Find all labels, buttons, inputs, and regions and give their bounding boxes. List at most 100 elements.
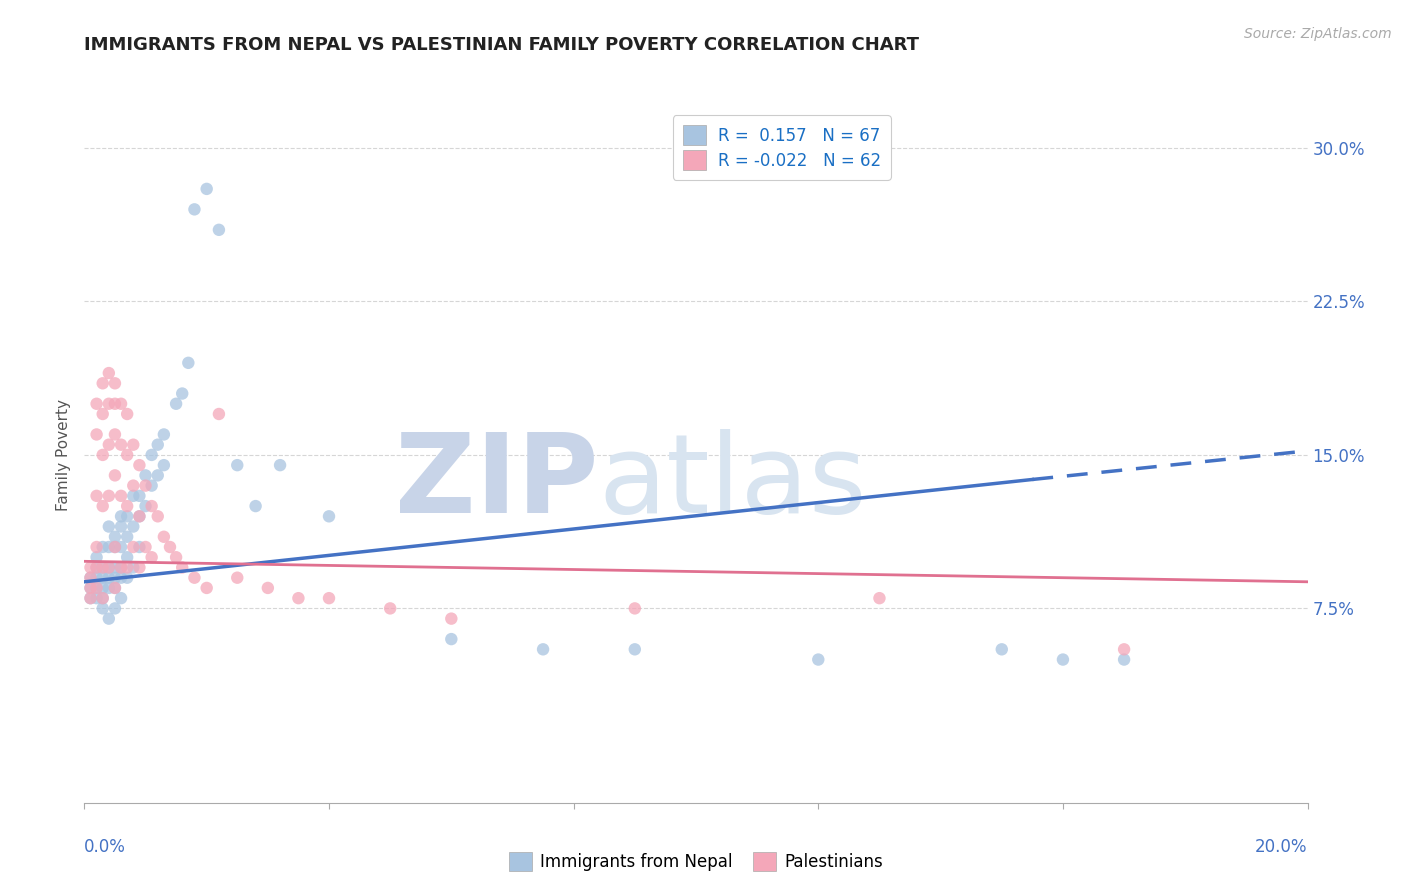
Point: [97, 612, 120, 626]
Point: [97, 540, 120, 554]
Point: [226, 571, 249, 585]
Point: [172, 560, 194, 574]
Point: [86, 560, 108, 574]
Point: [79, 591, 101, 606]
Point: [257, 581, 280, 595]
Point: [208, 407, 231, 421]
Point: [380, 601, 402, 615]
Point: [135, 468, 157, 483]
Point: [91, 601, 114, 615]
Point: [97, 438, 120, 452]
Point: [104, 427, 127, 442]
Text: 0.0%: 0.0%: [84, 838, 127, 856]
Point: [177, 356, 200, 370]
Point: [104, 530, 127, 544]
Point: [440, 632, 463, 646]
Point: [128, 509, 150, 524]
Point: [79, 571, 101, 585]
Point: [135, 499, 157, 513]
Point: [79, 560, 101, 574]
Point: [110, 397, 132, 411]
Point: [122, 540, 145, 554]
Point: [115, 550, 138, 565]
Text: Source: ZipAtlas.com: Source: ZipAtlas.com: [1244, 27, 1392, 41]
Point: [141, 550, 163, 565]
Point: [172, 386, 194, 401]
Point: [128, 458, 150, 472]
Point: [97, 560, 120, 574]
Text: IMMIGRANTS FROM NEPAL VS PALESTINIAN FAMILY POVERTY CORRELATION CHART: IMMIGRANTS FROM NEPAL VS PALESTINIAN FAM…: [84, 36, 920, 54]
Point: [79, 591, 101, 606]
Point: [318, 591, 340, 606]
Point: [440, 612, 463, 626]
Point: [97, 560, 120, 574]
Point: [91, 581, 114, 595]
Point: [110, 560, 132, 574]
Point: [104, 581, 127, 595]
Point: [128, 560, 150, 574]
Point: [91, 448, 114, 462]
Point: [104, 376, 127, 391]
Point: [104, 560, 127, 574]
Point: [226, 458, 249, 472]
Point: [91, 499, 114, 513]
Point: [79, 581, 101, 595]
Point: [183, 202, 205, 217]
Point: [195, 182, 218, 196]
Point: [122, 489, 145, 503]
Point: [1114, 642, 1136, 657]
Point: [122, 519, 145, 533]
Point: [97, 519, 120, 533]
Point: [91, 540, 114, 554]
Point: [115, 509, 138, 524]
Legend: Immigrants from Nepal, Palestinians: Immigrants from Nepal, Palestinians: [502, 846, 890, 878]
Point: [97, 581, 120, 595]
Point: [86, 560, 108, 574]
Point: [1114, 652, 1136, 666]
Point: [110, 519, 132, 533]
Point: [153, 458, 176, 472]
Point: [624, 642, 647, 657]
Point: [122, 560, 145, 574]
Point: [110, 591, 132, 606]
Point: [86, 540, 108, 554]
Point: [86, 427, 108, 442]
Point: [115, 448, 138, 462]
Point: [91, 591, 114, 606]
Point: [110, 438, 132, 452]
Point: [110, 540, 132, 554]
Point: [165, 397, 187, 411]
Text: atlas: atlas: [598, 429, 866, 536]
Point: [122, 478, 145, 492]
Point: [110, 571, 132, 585]
Point: [115, 407, 138, 421]
Point: [153, 427, 176, 442]
Point: [146, 468, 169, 483]
Point: [208, 223, 231, 237]
Point: [318, 509, 340, 524]
Point: [104, 581, 127, 595]
Point: [104, 397, 127, 411]
Point: [97, 571, 120, 585]
Point: [153, 530, 176, 544]
Point: [110, 560, 132, 574]
Point: [115, 571, 138, 585]
Point: [79, 581, 101, 595]
Point: [110, 509, 132, 524]
Point: [183, 571, 205, 585]
Point: [91, 560, 114, 574]
Point: [97, 397, 120, 411]
Point: [86, 550, 108, 565]
Point: [91, 376, 114, 391]
Point: [86, 591, 108, 606]
Point: [624, 601, 647, 615]
Point: [86, 571, 108, 585]
Point: [991, 642, 1014, 657]
Point: [91, 407, 114, 421]
Point: [115, 530, 138, 544]
Point: [146, 438, 169, 452]
Point: [269, 458, 291, 472]
Point: [165, 550, 187, 565]
Point: [159, 540, 181, 554]
Point: [104, 540, 127, 554]
